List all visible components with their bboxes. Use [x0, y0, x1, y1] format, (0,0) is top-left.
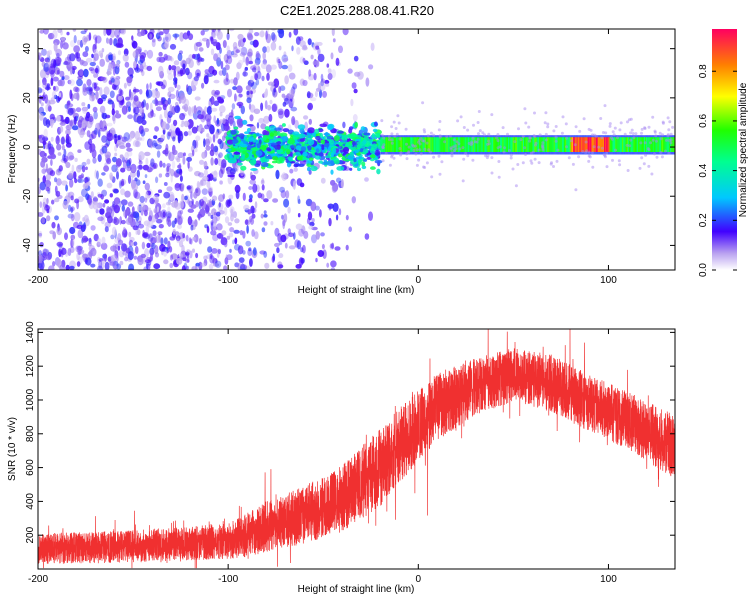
- colorbar-tick-label: 0.0: [698, 263, 709, 277]
- snr-y-label: SNR (10 * v/v): [7, 417, 18, 481]
- y-tick-label: -20: [22, 189, 33, 204]
- x-tick-label: -100: [218, 574, 238, 585]
- y-tick-label: 1000: [25, 388, 36, 411]
- colorbar-gradient: [712, 29, 737, 270]
- snr-frame: [37, 328, 676, 570]
- y-tick-label: 400: [25, 493, 36, 510]
- x-tick-label: 0: [416, 275, 422, 286]
- snr-series-line: [38, 329, 675, 569]
- spectrogram-x-ticks: -200 -100 0 100: [28, 29, 617, 286]
- snr-y-ticks: 200 400 600 800 1000 1200 1400: [25, 321, 675, 544]
- spectrogram-x-label: Height of straight line (km): [298, 285, 415, 296]
- x-tick-label: 100: [600, 275, 617, 286]
- snr-plot-area: [38, 329, 675, 569]
- y-tick-label: 40: [22, 43, 33, 55]
- colorbar-tick-label: 0.4: [698, 163, 709, 177]
- x-tick-label: -200: [28, 275, 48, 286]
- y-tick-label: 200: [25, 526, 36, 543]
- y-tick-label: 0: [22, 144, 33, 150]
- y-tick-label: 20: [22, 92, 33, 104]
- chart-title: C2E1.2025.288.08.41.R20: [280, 3, 434, 18]
- colorbar-tick-label: 0.6: [698, 114, 709, 128]
- snr-x-ticks: -200 -100 0 100: [28, 329, 617, 585]
- x-tick-label: 100: [600, 574, 617, 585]
- y-tick-label: 1200: [25, 355, 36, 378]
- colorbar: 0.0 0.2 0.4 0.6 0.8 Normalized spectral ampl…: [698, 29, 749, 277]
- colorbar-tick-label: 0.8: [698, 64, 709, 78]
- colorbar-label: Normalized spectral amplitude: [738, 82, 749, 217]
- spectrogram-y-label: Frequency (Hz): [7, 115, 18, 184]
- spectrogram-frame: [37, 28, 676, 271]
- colorbar-tick-label: 0.2: [698, 213, 709, 227]
- spectrogram-y-ticks: -40 -20 0 20 40: [22, 43, 675, 253]
- y-tick-label: 800: [25, 425, 36, 442]
- x-tick-label: -200: [28, 574, 48, 585]
- x-tick-label: -100: [218, 275, 238, 286]
- colorbar-ticks: 0.0 0.2 0.4 0.6 0.8: [698, 64, 737, 277]
- snr-panel: -200 -100 0 100 200 400 600 800 1000 1200 1400 He…: [7, 321, 676, 595]
- spectrogram-heatmap: [38, 29, 675, 270]
- snr-x-label: Height of straight line (km): [298, 584, 415, 595]
- y-tick-label: 600: [25, 459, 36, 476]
- x-tick-label: 0: [416, 574, 422, 585]
- y-tick-label: 1400: [25, 321, 36, 344]
- y-tick-label: -40: [22, 238, 33, 253]
